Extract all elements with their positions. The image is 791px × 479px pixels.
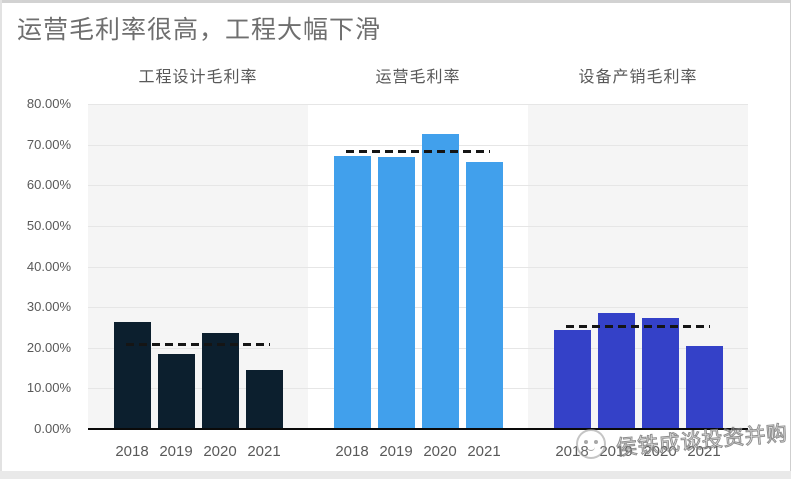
x-axis-tick-label: 2018 (115, 443, 149, 460)
x-axis-tick-label: 2018 (335, 443, 369, 460)
y-axis-tick-label: 0.00% (34, 421, 71, 436)
bar-2018-panel2 (333, 155, 371, 429)
x-axis-tick-label: 2021 (467, 443, 501, 460)
top-border (0, 0, 791, 3)
bar-2021-panel2 (465, 162, 503, 429)
gridline-40 (88, 266, 748, 268)
gridline-20 (88, 347, 748, 349)
y-axis-tick-label: 70.00% (26, 136, 71, 152)
watermark-text: 侯铁成谈投资并购 (615, 422, 789, 461)
y-axis-tick-label: 40.00% (26, 258, 71, 274)
x-axis-tick-label: 2019 (379, 443, 413, 460)
y-axis-tick-label: 20.00% (26, 339, 71, 355)
bar-2020-panel1 (201, 332, 239, 429)
average-dashed-line-panel1 (126, 343, 270, 346)
bar-2021-panel1 (245, 369, 283, 429)
bar-2020-panel2 (421, 133, 459, 429)
y-axis-tick-label: 30.00% (26, 299, 71, 315)
x-axis-tick-label: 2019 (599, 443, 633, 460)
chart-title: 运营毛利率很高，工程大幅下滑 (17, 16, 382, 44)
y-axis-tick-label: 60.00% (26, 177, 71, 193)
x-axis-tick-label: 2020 (643, 443, 677, 460)
panel-title-2: 运营毛利率 (375, 69, 461, 86)
y-axis-tick-label: 80.00% (26, 96, 71, 111)
logo-eye-icon (584, 440, 588, 444)
panel-title-1: 工程设计毛利率 (138, 69, 258, 86)
gridline-80 (88, 104, 748, 105)
watermark-logo-icon (576, 429, 606, 459)
panel-title-3: 设备产销毛利率 (578, 69, 698, 86)
bar-2020-panel3 (641, 318, 679, 429)
bar-2019-panel3 (597, 313, 635, 429)
x-axis-baseline (88, 428, 748, 430)
x-axis-tick-label: 2021 (247, 443, 281, 460)
watermark: 侯铁成谈投资并购 (572, 422, 789, 472)
bar-2019-panel1 (157, 353, 195, 429)
average-dashed-line-panel2 (346, 150, 490, 154)
gridline-60 (88, 185, 748, 187)
x-axis-tick-label: 2021 (687, 443, 721, 460)
gridline-70 (88, 144, 748, 146)
x-axis-tick-label: 2020 (423, 443, 457, 460)
gridline-30 (88, 307, 748, 309)
bar-2021-panel3 (685, 346, 723, 429)
logo-eye-icon (594, 440, 598, 444)
gridline-50 (88, 225, 748, 227)
bar-2018-panel1 (113, 321, 151, 429)
left-border (0, 0, 2, 479)
y-axis-tick-label: 50.00% (26, 217, 71, 233)
gridline-10 (88, 388, 748, 390)
bar-2019-panel2 (377, 156, 415, 429)
logo-mouth-icon (587, 446, 595, 451)
y-axis-tick-label: 10.00% (26, 380, 71, 396)
average-dashed-line-panel3 (566, 325, 710, 329)
bar-2018-panel3 (553, 329, 591, 429)
bottom-gray-band (0, 471, 791, 479)
x-axis-tick-label: 2019 (159, 443, 193, 460)
x-axis-tick-label: 2020 (203, 443, 237, 460)
